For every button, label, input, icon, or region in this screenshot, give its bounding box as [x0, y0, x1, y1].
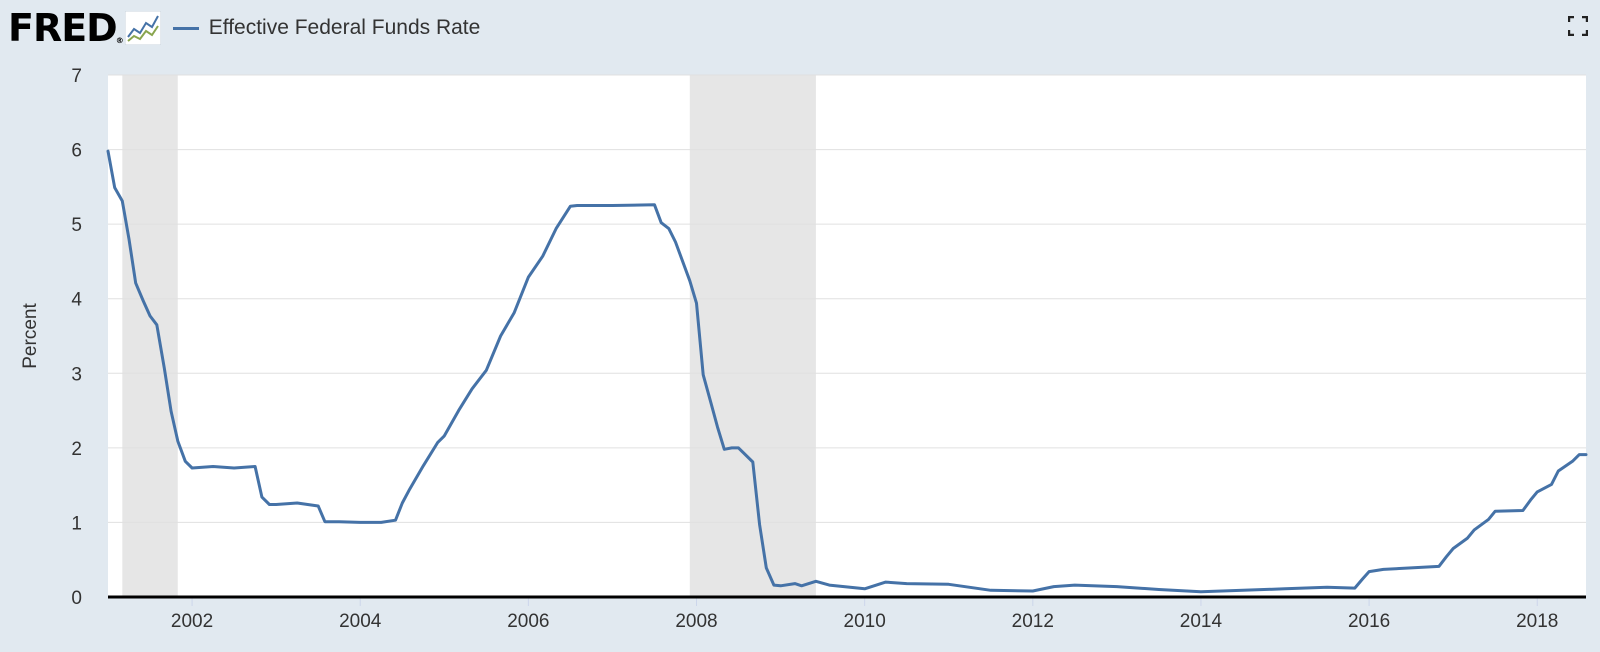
x-axis-ticks: 2002 2004 2006 2008 2010 2012 2014 2016 2018: [171, 597, 1558, 632]
x-tick-label-2006: 2006: [507, 611, 549, 632]
series-line-1[interactable]: [106, 149, 1588, 594]
recession-band-1: [122, 75, 178, 597]
fullscreen-icon[interactable]: [1568, 16, 1588, 36]
series-layer: [106, 149, 1588, 594]
x-tick-label-2010: 2010: [844, 611, 886, 632]
y-axis-label: Percent: [20, 303, 41, 369]
y-tick-label-4: 4: [71, 290, 82, 311]
y-tick-label-1: 1: [71, 513, 82, 534]
y-axis-ticks: 0 1 2 3 4 5 6 7: [71, 66, 82, 609]
x-tick-label-2008: 2008: [675, 611, 717, 632]
fred-graph-icon: [124, 11, 161, 45]
recession-bands: [122, 75, 816, 597]
legend[interactable]: Effective Federal Funds Rate: [172, 16, 481, 40]
fred-logo-registered: ®: [115, 36, 124, 45]
fred-logo[interactable]: FRED ®: [8, 6, 124, 50]
y-tick-label-7: 7: [71, 66, 82, 87]
x-tick-label-2016: 2016: [1348, 611, 1390, 632]
y-tick-label-0: 0: [71, 588, 82, 609]
y-tick-label-2: 2: [71, 439, 82, 460]
legend-label: Effective Federal Funds Rate: [208, 16, 481, 39]
plot-area: [108, 75, 1586, 597]
y-tick-label-5: 5: [71, 215, 82, 236]
legend-swatch: [172, 26, 199, 30]
x-tick-label-2014: 2014: [1180, 611, 1223, 632]
chart-header: FRED ® Effective Federal Funds Rate: [8, 6, 480, 50]
x-tick-label-2012: 2012: [1012, 611, 1054, 632]
y-tick-label-3: 3: [71, 364, 82, 385]
y-tick-label-6: 6: [71, 141, 82, 162]
x-tick-label-2018: 2018: [1516, 611, 1558, 632]
grid-lines: [108, 74, 1586, 523]
x-tick-label-2004: 2004: [339, 611, 382, 632]
fred-logo-text: FRED: [8, 6, 118, 50]
recession-band-2: [689, 75, 816, 597]
x-tick-label-2002: 2002: [171, 611, 213, 632]
